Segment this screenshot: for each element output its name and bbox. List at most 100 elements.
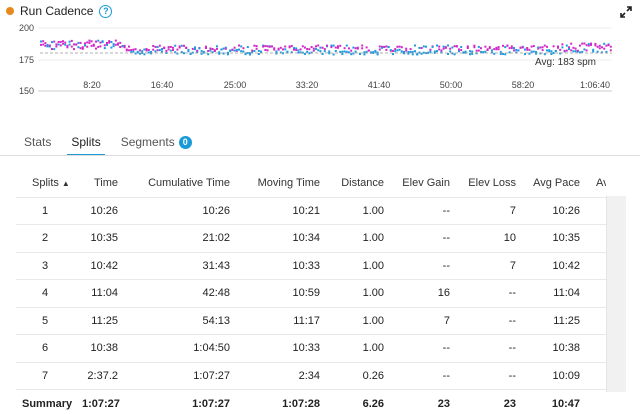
cadence-point bbox=[99, 45, 102, 48]
x-tick-label: 41:40 bbox=[368, 80, 391, 90]
cadence-point bbox=[458, 50, 460, 53]
cadence-point bbox=[53, 40, 56, 43]
table-cell: 10:26 bbox=[524, 196, 588, 225]
cadence-point bbox=[240, 50, 243, 53]
help-icon[interactable]: ? bbox=[99, 4, 113, 18]
cadence-point bbox=[123, 46, 126, 49]
cadence-point bbox=[51, 48, 53, 50]
cadence-point bbox=[209, 49, 212, 52]
cadence-point bbox=[504, 46, 507, 49]
cadence-point bbox=[68, 40, 71, 43]
header-avg-pace[interactable]: Avg Pace bbox=[533, 177, 580, 190]
cadence-point bbox=[68, 43, 71, 46]
cadence-point bbox=[574, 50, 577, 53]
cadence-point bbox=[161, 48, 163, 50]
header-elev-gain[interactable]: Elev Gain bbox=[402, 177, 450, 190]
cadence-point bbox=[460, 49, 463, 52]
tab-splits[interactable]: Splits bbox=[67, 134, 106, 156]
table-cell: 4 bbox=[16, 279, 82, 307]
cadence-point bbox=[374, 49, 377, 52]
cadence-point bbox=[66, 44, 69, 47]
cadence-point bbox=[392, 49, 394, 52]
cadence-point bbox=[233, 49, 236, 52]
cadence-point bbox=[266, 45, 269, 48]
cadence-point bbox=[306, 50, 309, 53]
cadence-point bbox=[130, 50, 133, 53]
cadence-point bbox=[59, 44, 62, 47]
cadence-point bbox=[297, 51, 300, 54]
cadence-point bbox=[414, 50, 416, 53]
cadence-point bbox=[352, 46, 355, 49]
cadence-point bbox=[570, 42, 573, 45]
cadence-point bbox=[495, 48, 498, 51]
cadence-point bbox=[165, 49, 168, 52]
cadence-point bbox=[420, 52, 423, 55]
cadence-point bbox=[264, 45, 267, 47]
cadence-point bbox=[367, 49, 370, 52]
table-cell bbox=[588, 389, 606, 414]
cadence-point bbox=[40, 40, 42, 43]
cadence-point bbox=[363, 51, 366, 54]
table-cell: -- bbox=[458, 361, 524, 390]
cadence-point bbox=[169, 46, 172, 48]
cadence-point bbox=[319, 50, 322, 53]
cadence-point bbox=[477, 45, 480, 48]
cadence-point bbox=[596, 50, 599, 53]
cadence-point bbox=[114, 43, 117, 46]
cadence-point bbox=[535, 52, 537, 55]
cadence-point bbox=[328, 52, 331, 55]
cadence-point bbox=[242, 50, 245, 53]
header-elev-loss[interactable]: Elev Loss bbox=[468, 177, 516, 190]
header-avg-moving-pace[interactable]: Avg Movi bbox=[596, 177, 606, 190]
cadence-point bbox=[513, 49, 515, 52]
cadence-point bbox=[354, 50, 357, 53]
cadence-point bbox=[229, 49, 232, 52]
cadence-point bbox=[385, 48, 388, 51]
header-time[interactable]: Time bbox=[93, 177, 118, 190]
cadence-point bbox=[480, 47, 482, 50]
cadence-point bbox=[539, 52, 542, 55]
cadence-point bbox=[431, 45, 434, 48]
table-scrollbar[interactable] bbox=[606, 196, 626, 392]
cadence-point bbox=[222, 47, 225, 50]
cadence-point bbox=[433, 50, 436, 53]
tab-segments[interactable]: Segments 0 bbox=[121, 134, 192, 156]
cadence-point bbox=[110, 46, 113, 49]
cadence-point bbox=[411, 50, 414, 53]
cadence-point bbox=[440, 51, 443, 54]
cadence-point bbox=[75, 43, 78, 46]
cadence-point bbox=[81, 47, 84, 50]
cadence-point bbox=[95, 40, 97, 43]
cadence-point bbox=[130, 49, 133, 51]
tab-stats[interactable]: Stats bbox=[24, 134, 51, 156]
cadence-point bbox=[231, 48, 234, 51]
table-cell: 7 bbox=[392, 306, 458, 335]
expand-icon[interactable] bbox=[620, 6, 632, 18]
cadence-point bbox=[378, 48, 381, 51]
cadence-point bbox=[590, 42, 592, 45]
cadence-point bbox=[279, 46, 282, 49]
table-cell: 0.26 bbox=[328, 361, 392, 390]
cadence-point bbox=[55, 43, 58, 46]
header-distance[interactable]: Distance bbox=[341, 177, 384, 190]
table-cell: 42:48 bbox=[126, 279, 238, 307]
cadence-point bbox=[449, 47, 452, 50]
cadence-point bbox=[550, 50, 553, 53]
header-moving-time[interactable]: Moving Time bbox=[257, 177, 320, 190]
table-cell: 2:34 bbox=[238, 361, 328, 390]
cadence-point bbox=[453, 53, 456, 56]
table-cell: 1:07:27 bbox=[126, 361, 238, 390]
cadence-point bbox=[422, 45, 425, 48]
cadence-point bbox=[339, 50, 342, 53]
table-cell: 1:07:27 bbox=[126, 389, 238, 414]
header-splits[interactable]: Splits ▲ bbox=[32, 177, 70, 190]
cadence-point bbox=[559, 48, 562, 51]
y-tick-label: 200 bbox=[19, 23, 34, 33]
chart-header: Run Cadence ? bbox=[6, 3, 113, 19]
cadence-point bbox=[187, 48, 190, 51]
cadence-point bbox=[53, 48, 56, 51]
table-cell bbox=[588, 306, 606, 335]
cadence-point bbox=[174, 51, 177, 54]
cadence-point bbox=[429, 48, 432, 51]
header-cumulative-time[interactable]: Cumulative Time bbox=[148, 177, 230, 190]
